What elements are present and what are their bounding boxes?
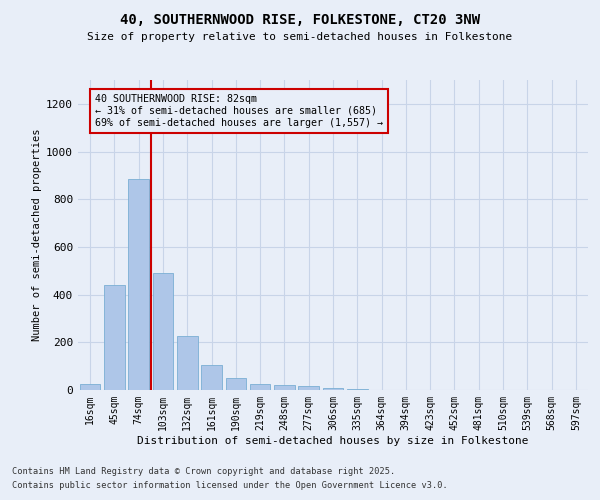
X-axis label: Distribution of semi-detached houses by size in Folkestone: Distribution of semi-detached houses by … [137, 436, 529, 446]
Bar [104, 285, 125, 390]
Bar [152, 273, 173, 390]
Bar [201, 365, 222, 390]
Bar [323, 388, 343, 390]
Bar [250, 384, 271, 390]
Bar [128, 179, 149, 390]
Text: Contains public sector information licensed under the Open Government Licence v3: Contains public sector information licen… [12, 481, 448, 490]
Bar [177, 336, 197, 390]
Bar [226, 378, 246, 390]
Y-axis label: Number of semi-detached properties: Number of semi-detached properties [32, 128, 42, 341]
Bar [80, 384, 100, 390]
Bar [347, 389, 368, 390]
Text: 40, SOUTHERNWOOD RISE, FOLKESTONE, CT20 3NW: 40, SOUTHERNWOOD RISE, FOLKESTONE, CT20 … [120, 12, 480, 26]
Text: 40 SOUTHERNWOOD RISE: 82sqm
← 31% of semi-detached houses are smaller (685)
69% : 40 SOUTHERNWOOD RISE: 82sqm ← 31% of sem… [95, 94, 383, 128]
Text: Contains HM Land Registry data © Crown copyright and database right 2025.: Contains HM Land Registry data © Crown c… [12, 467, 395, 476]
Bar [298, 386, 319, 390]
Text: Size of property relative to semi-detached houses in Folkestone: Size of property relative to semi-detach… [88, 32, 512, 42]
Bar [274, 385, 295, 390]
